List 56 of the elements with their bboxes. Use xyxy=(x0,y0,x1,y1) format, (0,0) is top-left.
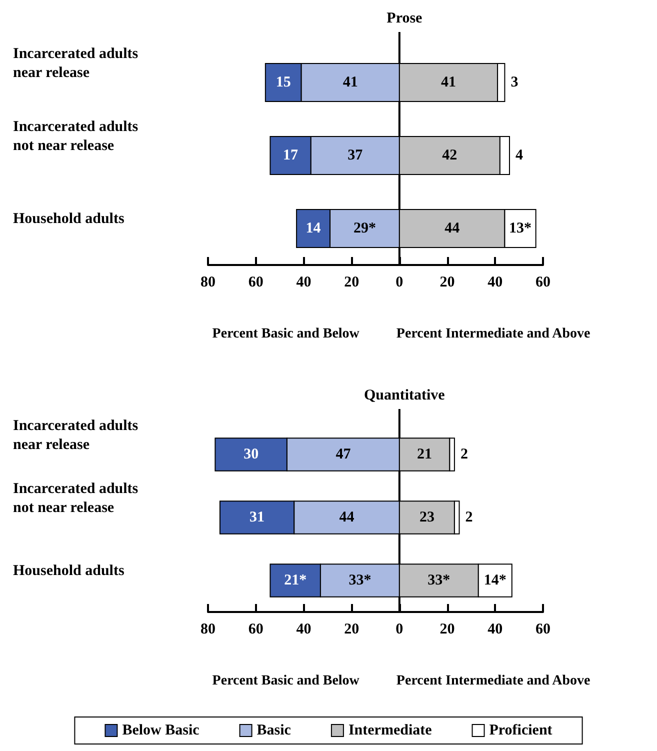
data-label: 41 xyxy=(342,74,358,90)
data-label: 47 xyxy=(336,446,352,462)
y-tick-label: Incarcerated adults not near release xyxy=(13,119,142,154)
text: Percent Intermediate and Above xyxy=(396,326,590,342)
x-tick-label: 40 xyxy=(296,622,312,638)
data-label: 33* xyxy=(428,572,450,588)
legend-label: Proficient xyxy=(489,722,552,738)
y-tick-label: Incarcerated adults not near release xyxy=(13,481,142,516)
x-tick-label: 0 xyxy=(396,622,404,638)
chart-title: Prose xyxy=(386,10,423,26)
x-tick-label: 80 xyxy=(200,274,216,290)
data-label: 2 xyxy=(460,446,468,462)
data-label: 14 xyxy=(306,220,322,236)
text: Percent Basic and Below xyxy=(212,326,360,342)
data-label: 31 xyxy=(250,510,265,526)
x-tick-label: 40 xyxy=(488,274,503,290)
x-tick-label: 60 xyxy=(536,274,550,290)
y-tick-label: Incarcerated adults near release xyxy=(13,46,142,81)
x-tick-label: 0 xyxy=(396,274,404,290)
legend-label: Intermediate xyxy=(348,722,432,738)
text: Percent Basic and Below xyxy=(212,674,360,688)
data-label: 4 xyxy=(516,148,524,164)
data-label: 44 xyxy=(444,220,460,236)
y-tick-label: Incarcerated adults near release xyxy=(13,418,142,453)
data-label: 2 xyxy=(465,510,473,526)
y-tick-label: Household adults xyxy=(13,563,124,579)
data-label: 33* xyxy=(348,572,372,588)
x-tick-label: 20 xyxy=(440,622,455,638)
x-tick-label: 40 xyxy=(488,622,503,638)
data-label: 37 xyxy=(348,148,364,164)
x-tick-label: 60 xyxy=(248,622,264,638)
data-label: 21 xyxy=(417,446,432,462)
data-label: 23 xyxy=(419,510,434,526)
x-tick-label: 80 xyxy=(200,622,216,638)
data-label: 14* xyxy=(484,572,506,588)
data-label: 15 xyxy=(276,74,291,90)
legend-label: Below Basic xyxy=(122,722,200,738)
chart-title: Quantitative xyxy=(364,388,446,404)
data-label: 3 xyxy=(510,74,518,90)
data-label: 17 xyxy=(283,148,299,164)
data-label: 41 xyxy=(440,74,456,90)
data-label: 21* xyxy=(284,572,307,588)
x-tick-label: 20 xyxy=(440,274,455,290)
x-tick-label: 20 xyxy=(344,622,360,638)
legend-label: Basic xyxy=(256,722,292,738)
data-label: 44 xyxy=(339,510,355,526)
data-label: 42 xyxy=(442,148,458,164)
data-label: 29* xyxy=(353,220,376,236)
x-tick-label: 60 xyxy=(536,622,550,638)
data-label: 13* xyxy=(509,220,532,236)
y-tick-label: Household adults xyxy=(13,211,124,227)
x-tick-label: 20 xyxy=(344,274,360,290)
data-label: 30 xyxy=(244,446,259,462)
x-tick-label: 40 xyxy=(296,274,312,290)
x-tick-label: 60 xyxy=(248,274,264,290)
text: Percent Intermediate and Above xyxy=(396,674,590,688)
